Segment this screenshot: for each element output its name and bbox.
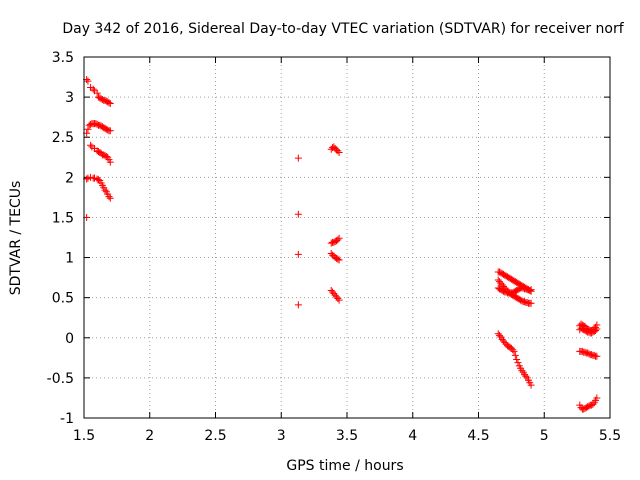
x-tick-label: 2 <box>145 428 154 444</box>
chart-title: Day 342 of 2016, Sidereal Day-to-day VTE… <box>62 21 624 37</box>
data-point <box>593 352 601 360</box>
data-point <box>294 154 302 162</box>
x-tick-labels: 1.5 2 2.5 3 3.5 4 4.5 5 5.5 <box>73 428 621 444</box>
plot-frame <box>83 56 611 419</box>
data-point <box>106 194 114 202</box>
data-point <box>105 193 113 201</box>
data-point <box>518 367 526 375</box>
data-point <box>589 400 597 408</box>
x-tick-label: 4.5 <box>467 428 489 444</box>
data-point <box>106 100 114 108</box>
y-tick-label: 0 <box>65 331 74 347</box>
data-point <box>496 331 504 339</box>
y-tick-label: 2 <box>65 170 74 186</box>
x-axis-label: GPS time / hours <box>286 458 403 474</box>
y-tick-label: 3 <box>65 90 74 106</box>
data-point <box>335 256 343 264</box>
data-point <box>593 325 601 333</box>
x-tick-label: 5.5 <box>599 428 621 444</box>
y-tick-label: -0.5 <box>47 371 74 387</box>
data-point <box>105 99 113 107</box>
data-point <box>526 286 534 294</box>
data-point <box>84 77 92 85</box>
y-tick-label: 3.5 <box>52 50 74 66</box>
y-tick-label: 1 <box>65 251 74 267</box>
data-point <box>87 141 95 149</box>
data-point <box>592 327 600 335</box>
data-point <box>294 210 302 218</box>
data-point <box>106 127 114 135</box>
data-point <box>527 286 535 294</box>
data-point <box>522 372 530 380</box>
x-tick-label: 4 <box>408 428 417 444</box>
y-tick-label: -1 <box>60 411 74 427</box>
data-point <box>335 148 343 156</box>
y-tick-label: 1.5 <box>52 210 74 226</box>
y-tick-label: 0.5 <box>52 291 74 307</box>
data-point <box>510 347 518 355</box>
data-point <box>294 250 302 258</box>
data-point <box>106 158 114 166</box>
data-point <box>514 359 522 367</box>
data-point <box>335 296 343 304</box>
data-points <box>83 75 601 413</box>
y-tick-labels: -1 -0.5 0 0.5 1 1.5 2 2.5 3 3.5 <box>47 50 74 427</box>
x-tick-label: 5 <box>540 428 549 444</box>
data-point <box>84 125 92 133</box>
y-axis-label: SDTVAR / TECUs <box>8 181 24 296</box>
data-point <box>527 299 535 307</box>
data-point <box>511 351 519 359</box>
data-point <box>294 301 302 309</box>
grid-lines <box>84 57 610 418</box>
data-point <box>334 255 342 263</box>
x-tick-label: 2.5 <box>204 428 226 444</box>
y-tick-label: 2.5 <box>52 130 74 146</box>
data-point <box>335 234 343 242</box>
data-point <box>334 147 342 155</box>
data-point <box>509 346 517 354</box>
x-tick-label: 3.5 <box>336 428 358 444</box>
data-point <box>334 236 342 244</box>
x-tick-label: 1.5 <box>73 428 95 444</box>
data-point <box>101 186 109 194</box>
data-point <box>89 85 97 93</box>
x-tick-label: 3 <box>277 428 286 444</box>
data-point <box>527 381 535 389</box>
data-point <box>334 294 342 302</box>
data-point <box>93 89 101 97</box>
data-point <box>513 355 521 363</box>
data-point <box>593 394 601 402</box>
